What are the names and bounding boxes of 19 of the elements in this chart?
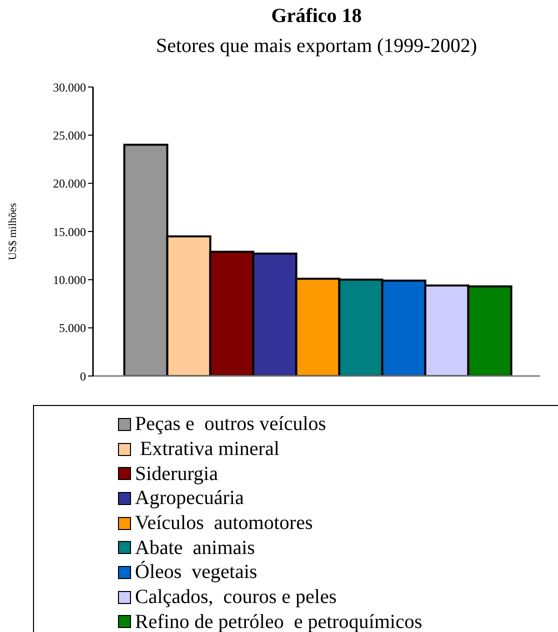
y-tick-label: 20.000: [53, 176, 86, 191]
y-tick-label: 0: [80, 369, 86, 384]
legend-label: Agropecuária: [135, 486, 244, 510]
legend-label: Calçados, couros e peles: [135, 585, 337, 610]
y-tick-label: 10.000: [53, 272, 86, 287]
legend-label: Abate animais: [135, 536, 255, 560]
legend-label: Peças e outros veículos: [135, 412, 326, 436]
y-axis-title: US$ milhões: [6, 202, 19, 260]
chart-subtitle: Setores que mais exportam (1999-2002): [154, 34, 478, 59]
chart-title: Gráfico 18: [270, 4, 363, 29]
legend-label: Veículos automotores: [135, 511, 313, 536]
y-tick-label: 15.000: [53, 224, 86, 239]
legend-label: Óleos vegetais: [135, 560, 258, 584]
y-tick-label: 25.000: [53, 128, 86, 142]
y-tick-label: 30.000: [53, 80, 86, 94]
y-tick-label: 5.000: [59, 321, 86, 336]
legend-label: Extrativa mineral: [139, 437, 280, 462]
legend-label: Siderurgia: [135, 462, 218, 486]
legend-label: Refino de petróleo e petroquímicos: [135, 610, 422, 632]
